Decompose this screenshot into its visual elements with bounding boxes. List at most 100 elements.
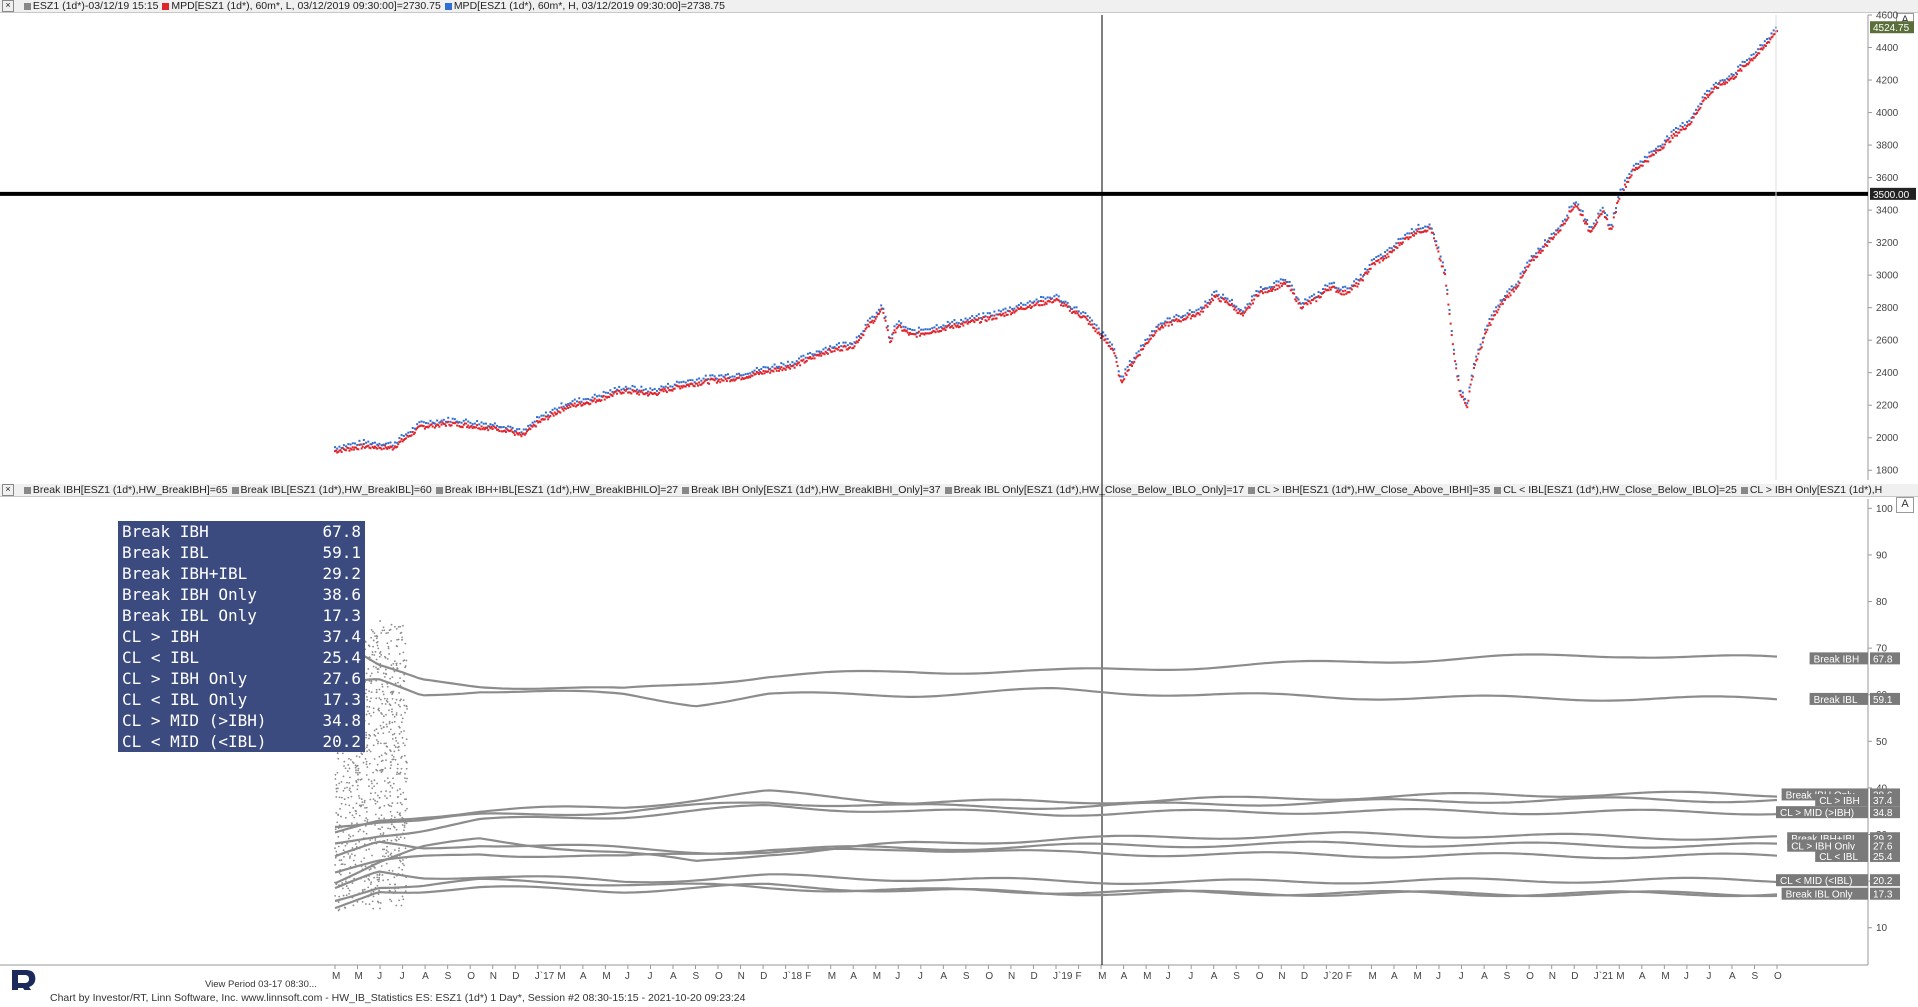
early-sample-dot xyxy=(401,638,403,641)
mpd-low-point xyxy=(1259,290,1262,293)
mpd-high-point xyxy=(1210,293,1213,296)
axis-scale-button-lower[interactable]: A xyxy=(1896,497,1914,513)
mpd-high-point xyxy=(984,315,987,318)
mpd-low-point xyxy=(546,415,549,418)
mpd-low-point xyxy=(886,329,889,332)
mpd-low-point xyxy=(613,390,616,393)
mpd-low-point xyxy=(1328,286,1331,289)
mpd-high-point xyxy=(1095,324,1098,327)
mpd-high-point xyxy=(877,308,880,311)
mpd-high-point xyxy=(1168,317,1171,320)
early-sample-dot xyxy=(343,760,346,763)
mpd-low-point xyxy=(1369,267,1372,270)
mpd-high-point xyxy=(376,443,379,446)
early-sample-dot xyxy=(336,771,339,774)
early-sample-dot xyxy=(379,698,382,701)
early-sample-dot xyxy=(391,713,394,716)
mpd-high-point xyxy=(1073,306,1076,309)
mpd-high-point xyxy=(991,314,994,317)
mpd-low-point xyxy=(1085,317,1088,320)
mpd-low-point xyxy=(1389,250,1392,253)
early-sample-dot xyxy=(379,742,382,745)
mpd-high-point xyxy=(1566,214,1569,217)
mpd-low-point xyxy=(705,378,708,381)
mpd-low-point xyxy=(1223,298,1226,301)
mpd-low-point xyxy=(1311,298,1314,301)
mpd-low-point xyxy=(1032,301,1035,304)
early-sample-dot xyxy=(387,851,389,853)
mpd-low-point xyxy=(543,418,546,421)
mpd-low-point xyxy=(1365,271,1368,274)
mpd-low-point xyxy=(477,427,480,430)
mpd-low-point xyxy=(1404,237,1407,240)
mpd-high-point xyxy=(1623,179,1626,182)
mpd-high-point xyxy=(853,341,856,344)
close-stats-panel-button[interactable]: × xyxy=(2,484,14,496)
mpd-low-point xyxy=(367,444,370,447)
early-sample-dot xyxy=(374,791,377,794)
mpd-high-point xyxy=(1237,307,1240,310)
mpd-low-point xyxy=(978,321,981,324)
mpd-high-point xyxy=(1501,298,1504,301)
mpd-low-point xyxy=(1656,149,1659,152)
mpd-low-point xyxy=(1148,338,1151,341)
mpd-low-point xyxy=(1617,200,1620,203)
mpd-low-point xyxy=(824,350,827,353)
mpd-low-point xyxy=(1010,313,1013,316)
mpd-high-point xyxy=(482,422,485,425)
early-sample-dot xyxy=(393,720,396,723)
early-sample-dot xyxy=(343,906,346,909)
early-sample-dot xyxy=(356,900,359,903)
mpd-low-point xyxy=(846,348,849,351)
mpd-high-point xyxy=(1368,263,1371,266)
mpd-high-point xyxy=(356,443,359,446)
early-sample-dot xyxy=(402,829,405,832)
mpd-high-point xyxy=(531,421,534,424)
early-sample-dot xyxy=(403,824,406,827)
early-sample-dot xyxy=(382,832,385,834)
early-sample-dot xyxy=(351,882,354,885)
mpd-low-point xyxy=(460,425,463,428)
mpd-low-point xyxy=(1136,354,1139,357)
early-sample-dot xyxy=(395,698,398,701)
mpd-low-point xyxy=(1677,131,1680,134)
early-sample-dot xyxy=(341,887,344,890)
mpd-low-point xyxy=(1118,375,1121,378)
mpd-low-point xyxy=(922,332,925,335)
mpd-low-point xyxy=(1492,314,1495,317)
early-sample-dot xyxy=(367,737,370,740)
early-sample-dot xyxy=(393,876,396,879)
mpd-high-point xyxy=(493,422,496,425)
mpd-high-point xyxy=(633,385,636,388)
mpd-high-point xyxy=(622,387,625,390)
mpd-low-point xyxy=(437,424,440,427)
early-sample-dot xyxy=(395,712,398,714)
price-y-tick-label: 2600 xyxy=(1876,336,1899,347)
mpd-high-point xyxy=(1235,305,1238,308)
close-panel-button[interactable]: × xyxy=(2,0,14,12)
mpd-high-point xyxy=(1470,374,1473,377)
mpd-low-point xyxy=(1025,307,1028,310)
statistics-table: Break IBH 67.8 Break IBL 59.1 Break IBH+IBL 2… xyxy=(118,521,365,752)
mpd-low-point xyxy=(521,433,524,436)
mpd-low-point xyxy=(1383,257,1386,260)
early-sample-dot xyxy=(404,642,407,645)
mpd-low-point xyxy=(1650,154,1653,157)
mpd-high-point xyxy=(649,387,652,390)
mpd-high-point xyxy=(682,380,685,383)
mpd-low-point xyxy=(1117,374,1120,377)
mpd-low-point xyxy=(1713,85,1716,88)
mpd-low-point xyxy=(1581,214,1584,217)
early-sample-dot xyxy=(400,757,402,759)
mpd-high-point xyxy=(405,433,408,436)
mpd-low-point xyxy=(1199,310,1202,313)
mpd-low-point xyxy=(893,329,896,332)
mpd-low-point xyxy=(821,352,824,355)
time-tick-label: J`21 xyxy=(1594,970,1614,982)
mpd-high-point xyxy=(691,379,694,382)
mpd-low-point xyxy=(1107,344,1110,347)
mpd-high-point xyxy=(429,419,432,422)
time-tick-label: O xyxy=(1526,971,1534,982)
mpd-low-point xyxy=(920,332,923,335)
